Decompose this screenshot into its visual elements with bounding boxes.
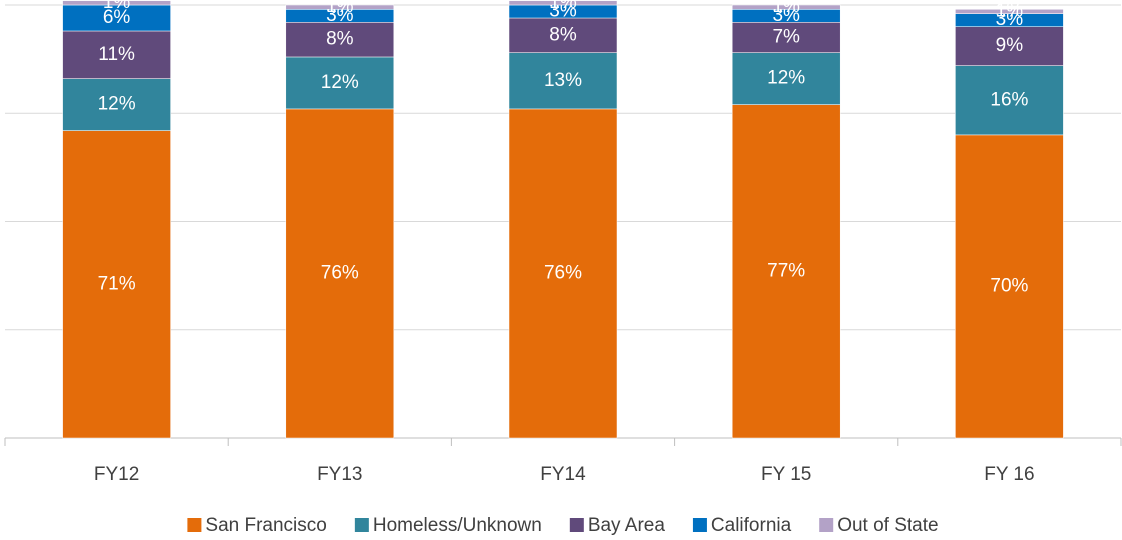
data-label: 3% bbox=[549, 1, 577, 22]
legend-swatch bbox=[569, 518, 584, 532]
data-label: 8% bbox=[326, 29, 354, 50]
data-label: 3% bbox=[326, 5, 354, 26]
bar-segment bbox=[508, 17, 618, 53]
legend-swatch bbox=[819, 518, 834, 532]
data-label: 6% bbox=[103, 7, 131, 28]
data-label: 7% bbox=[772, 26, 800, 47]
legend-label: Homeless/Unknown bbox=[373, 515, 542, 536]
bar-segment bbox=[731, 4, 841, 10]
legend-swatch bbox=[692, 518, 707, 532]
bar-segment bbox=[285, 108, 395, 439]
data-label: 76% bbox=[321, 262, 359, 283]
legend-label: Bay Area bbox=[588, 515, 666, 536]
bar-segment bbox=[62, 78, 171, 131]
data-label: 1% bbox=[103, 0, 131, 13]
x-tick-label: FY14 bbox=[540, 464, 586, 485]
data-label: 12% bbox=[98, 94, 136, 115]
bar-segment bbox=[508, 0, 618, 6]
data-label: 9% bbox=[996, 35, 1024, 56]
data-label: 13% bbox=[544, 70, 582, 91]
data-label: 3% bbox=[772, 5, 800, 26]
legend-label: San Francisco bbox=[205, 515, 326, 536]
legend-swatch bbox=[354, 518, 369, 532]
x-tick-label: FY 15 bbox=[761, 464, 811, 485]
data-label: 16% bbox=[990, 89, 1028, 110]
bar-segment bbox=[955, 65, 1064, 136]
data-label: 12% bbox=[767, 68, 805, 89]
legend-label: Out of State bbox=[837, 515, 938, 536]
data-label: 1% bbox=[326, 0, 354, 17]
legend-label: California bbox=[711, 515, 792, 536]
bar-segment bbox=[731, 104, 841, 439]
bar-segment bbox=[285, 56, 395, 110]
x-tick-label: FY13 bbox=[317, 464, 362, 485]
data-label: 1% bbox=[996, 1, 1024, 22]
bar-segment bbox=[955, 9, 1064, 14]
data-label: 1% bbox=[549, 0, 577, 13]
data-label: 11% bbox=[98, 44, 135, 65]
data-label: 3% bbox=[996, 9, 1024, 30]
bar-segment bbox=[62, 0, 171, 6]
bar-segment bbox=[285, 22, 395, 58]
bar-segment bbox=[731, 22, 841, 53]
bar-segment bbox=[731, 52, 841, 105]
data-label: 1% bbox=[772, 0, 800, 17]
bar-segment bbox=[62, 130, 171, 439]
x-tick-label: FY12 bbox=[94, 464, 139, 485]
bar-segment bbox=[508, 108, 618, 439]
data-label: 70% bbox=[990, 275, 1028, 296]
bar-segment bbox=[285, 4, 395, 10]
bar-segment bbox=[955, 134, 1064, 439]
data-label: 77% bbox=[767, 260, 805, 281]
data-label: 71% bbox=[98, 273, 136, 294]
data-label: 8% bbox=[549, 24, 577, 45]
data-label: 76% bbox=[544, 262, 582, 283]
x-tick-label: FY 16 bbox=[984, 464, 1034, 485]
legend-swatch bbox=[187, 518, 202, 532]
data-label: 12% bbox=[321, 72, 359, 93]
